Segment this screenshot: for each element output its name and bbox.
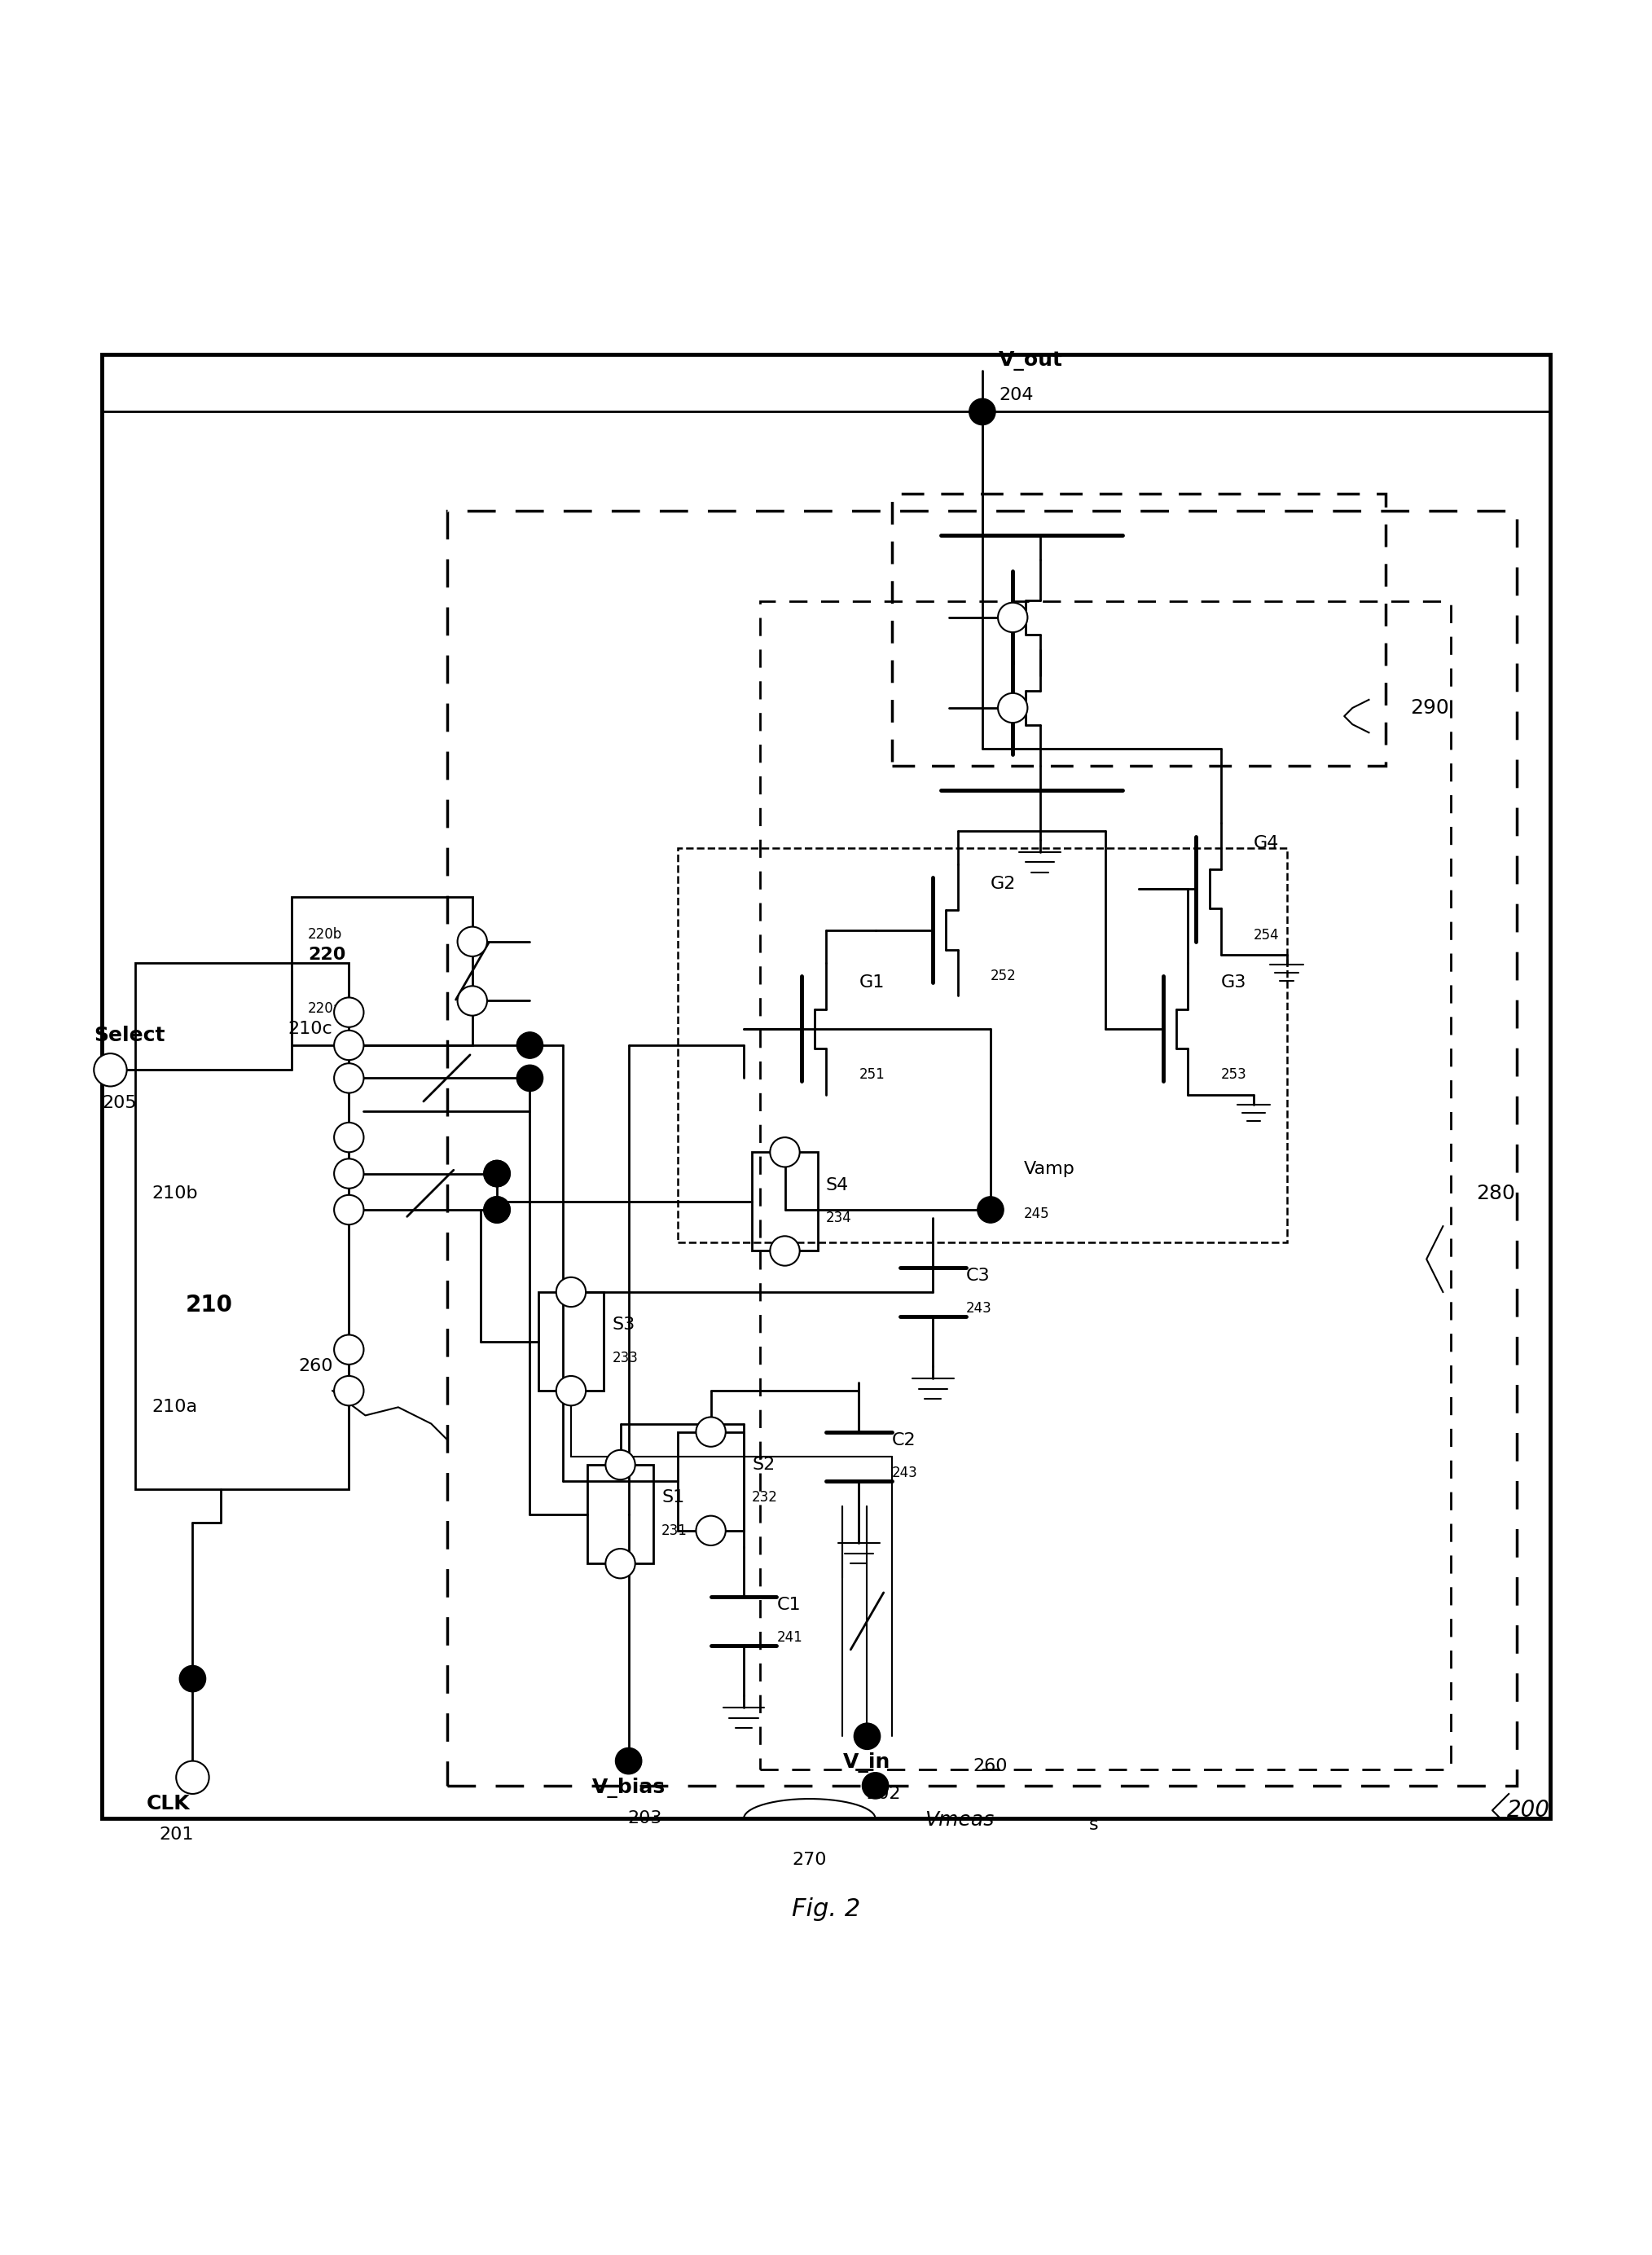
Text: 241: 241 [776,1630,803,1644]
Circle shape [334,1123,363,1152]
Text: V_out: V_out [999,352,1064,370]
Circle shape [557,1276,586,1308]
Circle shape [517,1064,544,1091]
Text: 220a: 220a [307,1001,342,1015]
Circle shape [334,1031,363,1060]
Text: 210: 210 [185,1294,233,1317]
Text: 204: 204 [999,388,1034,404]
Text: Vamp: Vamp [1024,1161,1075,1177]
Text: 220: 220 [307,947,345,963]
Text: G2: G2 [991,875,1016,893]
Circle shape [998,692,1028,724]
Text: 260: 260 [299,1358,334,1373]
Text: 234: 234 [826,1211,852,1224]
Circle shape [180,1666,206,1691]
Bar [677,848,1287,1243]
Text: 231: 231 [661,1524,687,1538]
Circle shape [770,1137,800,1168]
Circle shape [557,1376,586,1405]
Text: V_bias: V_bias [591,1777,666,1797]
Circle shape [998,602,1028,631]
Text: 260: 260 [973,1757,1008,1775]
Circle shape [334,997,363,1026]
Text: 245: 245 [1024,1206,1049,1222]
Circle shape [517,1033,544,1058]
Text: 201: 201 [159,1827,193,1842]
Circle shape [484,1161,510,1186]
Circle shape [970,399,996,424]
Circle shape [484,1197,510,1222]
Text: 210c: 210c [287,1022,332,1037]
Circle shape [458,927,487,956]
Circle shape [978,1197,1004,1222]
Circle shape [458,985,487,1015]
Text: 254: 254 [1254,927,1280,943]
Text: 290: 290 [1411,699,1449,717]
Text: 200: 200 [1507,1799,1550,1822]
Text: Vmeas: Vmeas [925,1811,995,1829]
Text: S1: S1 [661,1491,684,1506]
Text: 202: 202 [866,1786,900,1802]
Text: S3: S3 [613,1317,634,1333]
Circle shape [334,1064,363,1094]
Circle shape [94,1053,127,1087]
Text: S4: S4 [826,1177,849,1193]
Text: Select: Select [94,1026,165,1046]
Circle shape [334,1335,363,1364]
Circle shape [695,1515,725,1545]
Text: 203: 203 [628,1811,662,1827]
Text: G3: G3 [1221,974,1246,990]
Circle shape [334,1195,363,1224]
Text: 210b: 210b [152,1186,198,1202]
Text: 280: 280 [1475,1184,1515,1204]
Circle shape [770,1236,800,1265]
Text: 253: 253 [1221,1067,1247,1082]
Text: 243: 243 [966,1301,991,1317]
Text: G4: G4 [1254,834,1279,850]
Text: s: s [1089,1818,1099,1833]
Text: 210a: 210a [152,1398,197,1416]
Text: S2: S2 [752,1457,775,1473]
Text: 251: 251 [859,1067,885,1082]
Circle shape [484,1161,510,1186]
Circle shape [484,1197,510,1222]
Text: Fig. 2: Fig. 2 [791,1896,861,1921]
Text: V_in: V_in [844,1752,890,1772]
Circle shape [177,1761,210,1795]
Text: 220b: 220b [307,927,342,943]
Circle shape [334,1376,363,1405]
Circle shape [616,1748,641,1775]
Circle shape [862,1772,889,1799]
Circle shape [695,1416,725,1448]
Circle shape [606,1549,634,1578]
Circle shape [334,1159,363,1188]
Text: 270: 270 [793,1851,828,1867]
Text: C1: C1 [776,1597,801,1612]
Text: 232: 232 [752,1491,778,1504]
Text: CLK: CLK [145,1795,190,1813]
Text: G1: G1 [859,974,884,990]
Text: 205: 205 [102,1094,137,1112]
Circle shape [854,1723,881,1750]
Text: C2: C2 [892,1432,915,1448]
Text: C3: C3 [966,1267,990,1283]
Text: 252: 252 [991,970,1016,983]
Text: 243: 243 [892,1466,917,1479]
Text: 233: 233 [613,1351,638,1364]
Circle shape [606,1450,634,1479]
